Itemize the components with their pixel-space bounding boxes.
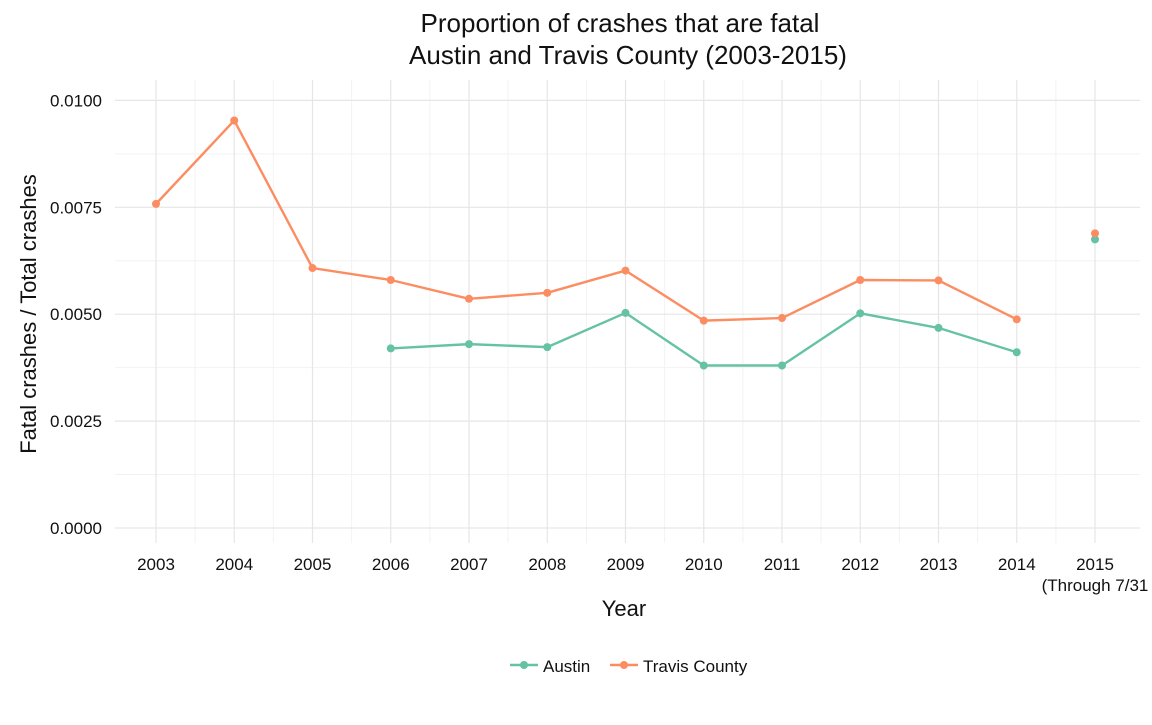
legend: Austin Travis County (510, 657, 748, 676)
data-point-travis-county (465, 294, 473, 303)
x-tick-label: 2003 (137, 555, 175, 574)
y-axis-title: Fatal crashes / Total crashes (16, 174, 41, 454)
data-point-travis-county (152, 199, 160, 208)
legend-label: Austin (543, 657, 590, 676)
data-point-austin (1091, 235, 1099, 244)
data-point-travis-county (386, 275, 395, 284)
data-point-travis-county (621, 266, 630, 275)
y-tick-label: 0.0000 (50, 519, 102, 538)
x-tick-note: (Through 7/31 (1042, 576, 1149, 595)
legend-label: Travis County (643, 657, 748, 676)
data-point-austin (699, 361, 708, 370)
series-line-travis-county (155, 119, 1018, 322)
data-point-austin (934, 323, 943, 332)
x-tick-label: 2008 (528, 555, 566, 574)
data-point-austin (778, 361, 786, 370)
x-tick-label: 2012 (841, 555, 879, 574)
y-tick-label: 0.0100 (50, 91, 102, 110)
legend-item-travis-county: Travis County (610, 657, 748, 676)
y-tick-label: 0.0050 (50, 305, 102, 324)
legend-swatch-point (520, 661, 528, 669)
grid-lines (115, 80, 1140, 543)
data-point-travis-county (308, 264, 317, 273)
legend-swatch-point (620, 661, 628, 669)
data-point-austin (856, 309, 865, 318)
x-tick-label: 2007 (450, 555, 488, 574)
x-tick-label: 2013 (920, 555, 958, 574)
chart-title: Proportion of crashes that are fatal (421, 8, 820, 38)
legend-item-austin: Austin (510, 657, 590, 676)
x-tick-label: 2009 (607, 555, 645, 574)
data-point-travis-county (1012, 315, 1021, 324)
data-point-austin (386, 344, 395, 353)
x-tick-label: 2006 (372, 555, 410, 574)
axis-ticks: 0.0000 0.0025 0.0050 0.0075 0.0100 2003 2004 20… (50, 91, 1148, 595)
x-tick-label: 2005 (294, 555, 332, 574)
data-point-travis-county (934, 276, 943, 285)
y-tick-label: 0.0075 (50, 198, 102, 217)
data-point-travis-county (230, 116, 239, 125)
data-point-travis-county (699, 316, 708, 325)
y-tick-label: 0.0025 (50, 412, 102, 431)
x-tick-label: 2010 (685, 555, 723, 574)
data-point-austin (543, 343, 552, 352)
series-lines (152, 116, 1099, 370)
x-tick-label: 2014 (998, 555, 1036, 574)
x-tick-label: 2011 (764, 555, 801, 574)
x-tick-label: 2004 (215, 555, 253, 574)
data-point-austin (465, 340, 473, 349)
data-point-austin (621, 308, 630, 317)
x-tick-label: 2015 (1076, 555, 1114, 574)
data-point-travis-county (1091, 229, 1099, 238)
data-point-travis-county (778, 314, 786, 323)
data-point-austin (1012, 348, 1021, 357)
data-point-travis-county (543, 288, 552, 297)
chart-subtitle: Austin and Travis County (2003-2015) (409, 40, 847, 70)
data-point-travis-county (856, 275, 865, 284)
x-axis-title: Year (602, 596, 646, 621)
